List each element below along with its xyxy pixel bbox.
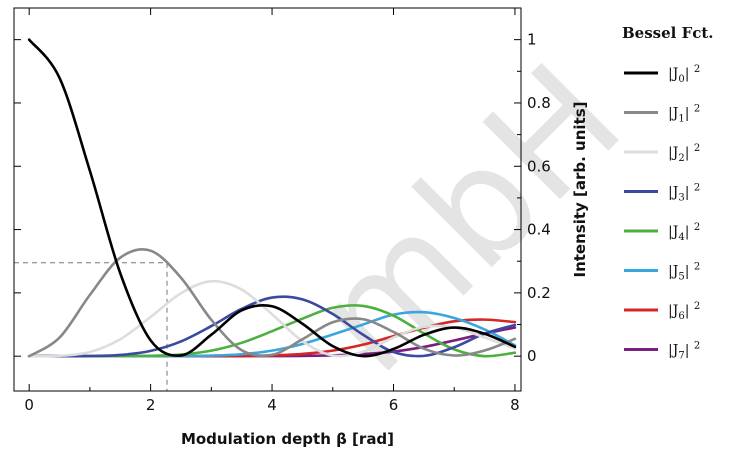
y-axis-title: Intensity [arb. units] [571,101,589,277]
series-line-J0 [27,38,517,358]
legend-label-J2: |J2| 2 [668,143,700,164]
series-line-J1 [27,248,517,358]
plot-area [14,38,517,391]
axes: 0 2 4 6 8 0 0.2 0.4 0.6 0.8 1 [13,7,551,414]
legend-title: Bessel Fct. [622,24,714,42]
y-tick-label: 0.8 [527,94,551,112]
legend-label-J7: |J7| 2 [668,341,700,362]
x-tick-label: 2 [146,396,156,414]
x-tick-label: 6 [389,396,399,414]
legend-label-J3: |J3| 2 [668,183,700,204]
x-tick-label: 8 [510,396,520,414]
legend-label-J6: |J6| 2 [668,301,700,322]
y-tick-label: 0.4 [527,221,551,239]
plot-frame [13,7,522,392]
y-tick-label: 0.2 [527,284,551,302]
x-tick-label: 0 [24,396,34,414]
x-axis-title: Modulation depth β [rad] [181,430,394,448]
x-tick-label: 4 [267,396,277,414]
legend: Bessel Fct. |J0| 2 |J1| 2 |J2| 2 |J3| 2 |J4| … [622,24,714,362]
y-tick-label: 0 [527,347,537,365]
legend-label-J0: |J0| 2 [668,64,700,85]
series-line-J2 [27,279,517,358]
legend-label-J4: |J4| 2 [668,222,700,243]
y-tick-label: 0.6 [527,157,551,175]
legend-label-J5: |J5| 2 [668,262,700,283]
series-line-J3 [27,295,517,358]
y-tick-label: 1 [527,31,537,49]
legend-label-J1: |J1| 2 [668,104,700,125]
